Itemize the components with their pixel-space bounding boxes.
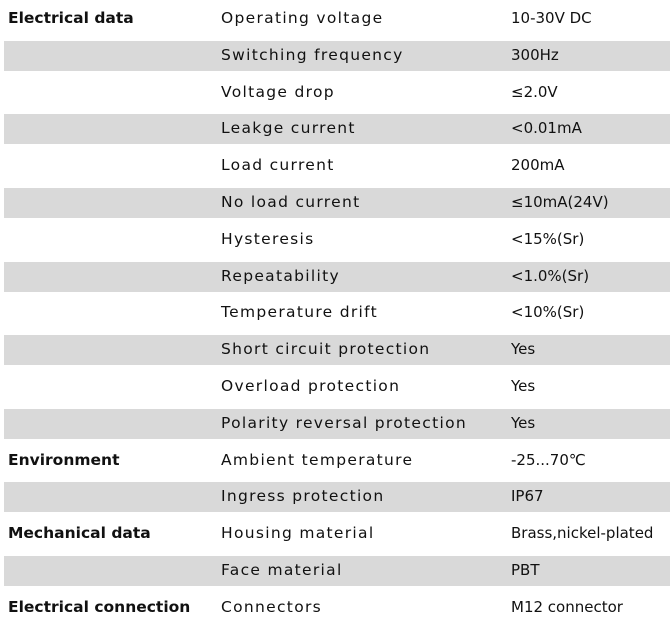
value: 200mA — [511, 156, 565, 175]
parameter: Repeatability — [221, 266, 340, 285]
value: -25...70℃ — [511, 450, 586, 469]
value: PBT — [511, 561, 540, 579]
table-row: Ingress protection IP67 — [0, 478, 670, 515]
table-row: No load current ≤10mA(24V) — [0, 184, 670, 221]
row-shade — [4, 261, 670, 292]
value: Brass,nickel-plated — [511, 524, 654, 543]
parameter: Housing material — [221, 524, 375, 543]
table-row: Polarity reversal protection Yes — [0, 405, 670, 442]
section-title: Mechanical data — [8, 524, 151, 543]
value: ≤10mA(24V) — [511, 193, 609, 211]
value: <15%(Sr) — [511, 229, 585, 248]
parameter: Load current — [221, 156, 335, 175]
row-shade — [4, 188, 670, 218]
row-shade — [4, 114, 670, 145]
parameter: Face material — [221, 561, 343, 579]
value: <1.0%(Sr) — [511, 266, 590, 285]
value: Yes — [511, 413, 536, 432]
table-row: Electrical connection Connectors M12 conne… — [0, 589, 670, 626]
table-row: Overload protection Yes — [0, 368, 670, 405]
row-shade — [4, 335, 670, 366]
section-title: Environment — [8, 450, 120, 469]
value: Yes — [511, 377, 536, 395]
parameter: No load current — [221, 193, 361, 211]
value: 10-30V DC — [511, 9, 592, 27]
table-row: Electrical data Operating voltage 10-30V D… — [0, 0, 670, 37]
parameter: Connectors — [221, 597, 323, 616]
row-shade — [4, 482, 670, 513]
table-row: Face material PBT — [0, 552, 670, 589]
parameter: Overload protection — [221, 377, 401, 395]
section-title: Electrical connection — [8, 597, 191, 616]
value: 300Hz — [511, 45, 559, 64]
table-row: Hysteresis <15%(Sr) — [0, 221, 670, 258]
table-row: Voltage drop ≤2.0V — [0, 74, 670, 111]
row-shade — [4, 40, 670, 71]
table-row: Leakge current <0.01mA — [0, 110, 670, 147]
table-row: Temperature drift <10%(Sr) — [0, 294, 670, 331]
parameter: Ambient temperature — [221, 450, 414, 469]
parameter: Ingress protection — [221, 487, 385, 506]
parameter: Polarity reversal protection — [221, 413, 467, 432]
parameter: Voltage drop — [221, 82, 335, 101]
value: ≤2.0V — [511, 82, 558, 101]
parameter: Short circuit protection — [221, 340, 431, 359]
parameter: Hysteresis — [221, 229, 315, 248]
table-row: Switching frequency 300Hz — [0, 37, 670, 74]
value: IP67 — [511, 487, 544, 506]
row-shade — [4, 408, 670, 439]
value: M12 connector — [511, 597, 623, 616]
value: <10%(Sr) — [511, 303, 585, 322]
value: <0.01mA — [511, 119, 582, 138]
table-row: Environment Ambient temperature -25...70℃ — [0, 442, 670, 479]
parameter: Leakge current — [221, 119, 356, 138]
parameter: Operating voltage — [221, 9, 384, 27]
table-row: Mechanical data Housing material Brass,nic… — [0, 515, 670, 552]
row-shade — [4, 556, 670, 586]
parameter: Temperature drift — [221, 303, 378, 322]
parameter: Switching frequency — [221, 45, 404, 64]
table-row: Load current 200mA — [0, 147, 670, 184]
value: Yes — [511, 340, 536, 359]
table-row: Short circuit protection Yes — [0, 331, 670, 368]
table-row: Repeatability <1.0%(Sr) — [0, 258, 670, 295]
section-title: Electrical data — [8, 9, 134, 27]
